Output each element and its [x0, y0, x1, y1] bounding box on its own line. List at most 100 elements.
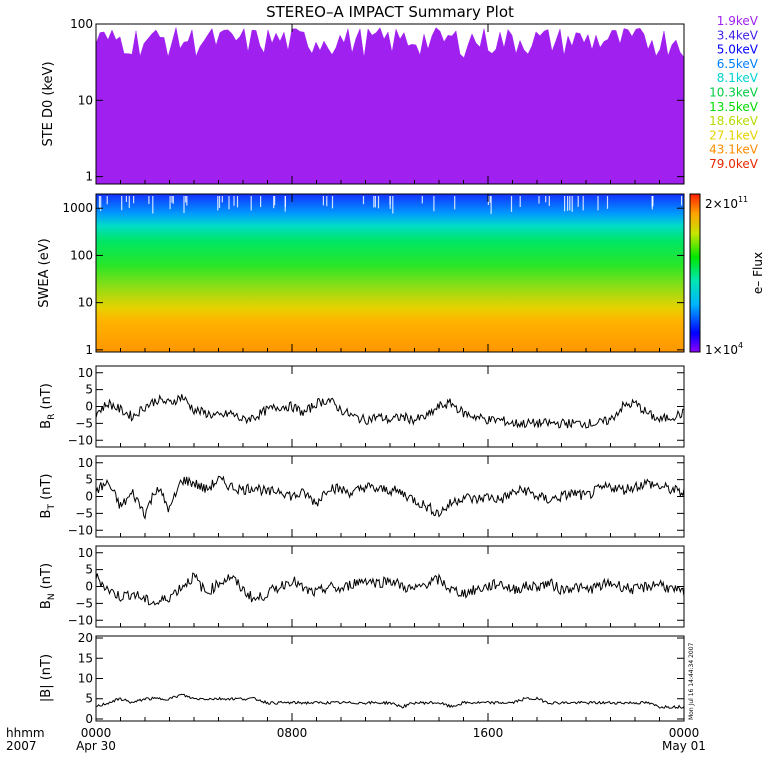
swea-gap	[133, 196, 135, 204]
swea-gap	[273, 196, 275, 209]
bt-frame	[95, 455, 685, 538]
timestamp-stamp: Mon Jul 16 14:44:34 2007	[688, 642, 695, 720]
swea-gap	[172, 196, 174, 204]
swea-spectrogram	[96, 194, 684, 352]
legend-entry: 3.4keV	[717, 28, 759, 42]
bn-y-ticks: −10 −5 0 5 10	[68, 546, 684, 627]
swea-gap	[519, 196, 521, 207]
legend-entry: 79.0keV	[709, 157, 759, 171]
ste-panel: 1 10 100 STE D0 (keV) 1.9keV3.4keV5.0keV6.…	[41, 14, 759, 185]
swea-gap	[260, 196, 262, 208]
x-date-label: May 01	[662, 739, 706, 753]
swea-gap	[233, 196, 235, 206]
swea-gap	[250, 196, 252, 211]
legend-entry: 6.5keV	[717, 57, 759, 71]
bt-y-ticks: −10 −5 0 5 10	[68, 456, 684, 537]
colorbar	[689, 193, 701, 353]
bmag-trace	[95, 693, 685, 709]
swea-gap	[389, 196, 391, 209]
legend-entry: 18.6keV	[709, 114, 759, 128]
swea-gap	[100, 196, 102, 212]
br-y-ticks: −10 −5 0 5 10	[68, 366, 684, 447]
y-tick-label: 10	[78, 93, 93, 107]
swea-gap	[218, 196, 221, 208]
y-tick-label: 1000	[62, 201, 93, 215]
x-tick-label: 0000	[669, 726, 700, 740]
x-date-label: Apr 30	[76, 739, 116, 753]
swea-gap	[221, 196, 223, 203]
bt-trace	[95, 475, 685, 520]
swea-gap	[125, 196, 127, 202]
swea-gap	[433, 196, 435, 212]
y-tick-label: 10	[78, 672, 93, 686]
br-frame	[95, 365, 685, 448]
ste-series-1.9keV	[95, 27, 685, 185]
swea-gap	[152, 196, 154, 214]
y-tick-label: 0	[85, 712, 93, 726]
legend-entry: 10.3keV	[709, 86, 759, 100]
swea-stripes	[98, 196, 683, 214]
swea-gap	[322, 196, 324, 206]
y-tick-label: 1	[85, 343, 93, 357]
swea-gap	[548, 196, 550, 206]
time-format-label: hhmm	[6, 726, 45, 740]
bt-ylabel: BT (nT)	[39, 474, 57, 519]
br-trace	[95, 394, 685, 429]
ste-legend: 1.9keV3.4keV5.0keV6.5keV8.1keV10.3keV13.…	[709, 14, 759, 171]
y-tick-label: −10	[68, 523, 93, 537]
y-tick-label: 10	[78, 546, 93, 560]
plot-title: STEREO–A IMPACT Summary Plot	[266, 3, 514, 21]
colorbar-min-label: 1×104	[705, 341, 743, 357]
swea-y-ticks: 1 10 100 1000	[62, 201, 684, 357]
y-tick-label: 5	[85, 473, 93, 487]
swea-gap	[538, 196, 540, 204]
bmag-panel: 0 5 10 15 20 |B| (nT) Mon Jul 16 14:44:34 20…	[39, 631, 695, 726]
y-tick-label: 100	[70, 17, 93, 31]
x-tick-label: 0000	[81, 726, 112, 740]
legend-entry: 43.1keV	[709, 143, 759, 157]
swea-gap	[326, 196, 328, 207]
y-tick-label: 0	[85, 400, 93, 414]
y-tick-label: 10	[78, 366, 93, 380]
ste-y-ticks: 1 10 100	[70, 17, 684, 184]
bmag-ylabel: |B| (nT)	[39, 654, 54, 702]
swea-gap	[510, 196, 513, 212]
swea-gap	[545, 196, 547, 203]
y-tick-label: 5	[85, 563, 93, 577]
y-tick-label: 5	[85, 383, 93, 397]
y-tick-label: 10	[78, 296, 93, 310]
x-tick-label: 0800	[277, 726, 308, 740]
swea-gap	[228, 196, 230, 210]
legend-entry: 27.1keV	[709, 128, 759, 142]
swea-gap	[374, 196, 376, 208]
swea-gap	[582, 196, 584, 211]
swea-gap	[362, 196, 365, 205]
swea-gap	[236, 196, 239, 208]
swea-gap	[606, 196, 609, 209]
y-tick-label: −5	[75, 596, 93, 610]
swea-gap	[392, 196, 394, 214]
swea-ylabel: SWEA (eV)	[37, 238, 52, 307]
swea-gap	[490, 196, 492, 214]
swea-gap	[681, 196, 683, 206]
y-tick-label: 1	[85, 170, 93, 184]
legend-entry: 8.1keV	[717, 71, 759, 85]
x-tick-label: 1600	[473, 726, 504, 740]
swea-gap	[121, 196, 123, 211]
legend-entry: 13.5keV	[709, 100, 759, 114]
bn-panel: −10 −5 0 5 10 BN (nT)	[39, 545, 685, 628]
swea-gap	[489, 196, 491, 203]
swea-gap	[185, 196, 187, 203]
y-tick-label: 0	[85, 490, 93, 504]
y-tick-label: −10	[68, 433, 93, 447]
swea-gap	[186, 196, 188, 206]
time-year-label: 2007	[6, 739, 37, 753]
y-tick-label: 15	[78, 651, 93, 665]
swea-gap	[128, 196, 130, 208]
swea-gap	[571, 196, 573, 212]
y-tick-label: 10	[78, 456, 93, 470]
legend-entry: 1.9keV	[717, 14, 759, 28]
swea-gap	[421, 196, 423, 204]
swea-gap	[652, 196, 654, 206]
